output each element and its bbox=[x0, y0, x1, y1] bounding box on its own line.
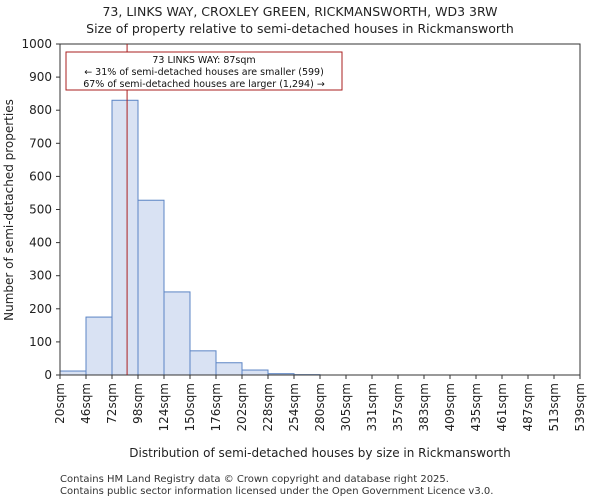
bar bbox=[111, 99, 139, 376]
bar bbox=[215, 362, 243, 376]
annotation-line1: 73 LINKS WAY: 87sqm bbox=[152, 55, 255, 66]
x-tick-label: 72sqm bbox=[105, 383, 119, 424]
y-tick-label: 300 bbox=[29, 269, 52, 283]
y-tick-label: 1000 bbox=[21, 37, 52, 51]
x-tick-label: 228sqm bbox=[261, 383, 275, 431]
bar bbox=[189, 350, 217, 376]
x-tick-label: 539sqm bbox=[573, 383, 587, 431]
annotation-line3: 67% of semi-detached houses are larger (… bbox=[83, 79, 325, 90]
bar bbox=[163, 291, 191, 376]
annotation-frame bbox=[65, 51, 343, 91]
x-tick-label: 487sqm bbox=[521, 383, 535, 431]
x-tick-label: 46sqm bbox=[79, 383, 93, 424]
x-axis-ticks: 20sqm 46sqm 72sqm 98sqm 124sqm 150sqm 176sqm 20… bbox=[53, 375, 587, 431]
bar bbox=[137, 199, 165, 376]
y-tick-label: 600 bbox=[29, 169, 52, 183]
footer-line1: Contains HM Land Registry data © Crown c… bbox=[60, 474, 449, 485]
x-tick-label: 383sqm bbox=[417, 383, 431, 431]
bars-group bbox=[59, 99, 321, 376]
x-axis-label: Distribution of semi-detached houses by … bbox=[129, 446, 510, 460]
x-tick-label: 176sqm bbox=[209, 383, 223, 431]
bar bbox=[59, 370, 87, 376]
x-tick-label: 280sqm bbox=[313, 383, 327, 431]
x-tick-label: 305sqm bbox=[339, 383, 353, 431]
y-tick-label: 400 bbox=[29, 236, 52, 250]
y-axis-ticks: 0 100 200 300 400 500 600 700 800 900 1000 bbox=[21, 37, 60, 382]
x-tick-label: 20sqm bbox=[53, 383, 67, 424]
y-tick-label: 0 bbox=[44, 368, 52, 382]
y-tick-label: 900 bbox=[29, 70, 52, 84]
chart-title-line2: Size of property relative to semi-detach… bbox=[86, 21, 514, 36]
x-tick-label: 513sqm bbox=[547, 383, 561, 431]
chart-title-line1: 73, LINKS WAY, CROXLEY GREEN, RICKMANSWO… bbox=[102, 4, 497, 19]
footer-line2: Contains public sector information licen… bbox=[60, 486, 493, 497]
x-tick-label: 150sqm bbox=[183, 383, 197, 431]
y-tick-label: 700 bbox=[29, 136, 52, 150]
y-axis-label: Number of semi-detached properties bbox=[2, 99, 16, 321]
x-tick-label: 98sqm bbox=[131, 383, 145, 424]
bar bbox=[85, 316, 113, 376]
x-tick-label: 254sqm bbox=[287, 383, 301, 431]
y-tick-label: 100 bbox=[29, 335, 52, 349]
x-tick-label: 435sqm bbox=[469, 383, 483, 431]
y-tick-label: 200 bbox=[29, 302, 52, 316]
annotation-box: 73 LINKS WAY: 87sqm ← 31% of semi-detach… bbox=[65, 51, 343, 91]
x-tick-label: 461sqm bbox=[495, 383, 509, 431]
x-tick-label: 409sqm bbox=[443, 383, 457, 431]
y-tick-label: 500 bbox=[29, 203, 52, 217]
x-tick-label: 124sqm bbox=[157, 383, 171, 431]
y-tick-label: 800 bbox=[29, 103, 52, 117]
plot-frame bbox=[59, 43, 581, 376]
annotation-line2: ← 31% of semi-detached houses are smalle… bbox=[84, 67, 324, 78]
x-tick-label: 202sqm bbox=[235, 383, 249, 431]
x-tick-label: 331sqm bbox=[365, 383, 379, 431]
x-tick-label: 357sqm bbox=[391, 383, 405, 431]
bar bbox=[241, 369, 269, 376]
